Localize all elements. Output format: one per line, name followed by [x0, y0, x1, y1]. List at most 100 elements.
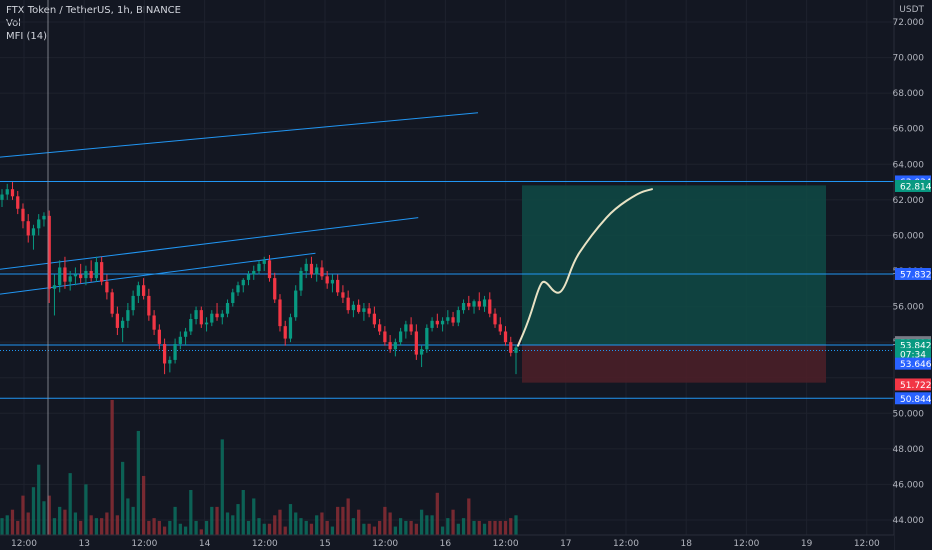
- volume-bar: [267, 523, 272, 535]
- legend-vol[interactable]: Vol: [6, 18, 21, 29]
- volume-bar: [461, 518, 466, 535]
- candle-body: [252, 271, 256, 275]
- volume-bar: [283, 526, 287, 535]
- volume-bars: [0, 400, 518, 535]
- price-label-bg: [895, 267, 931, 280]
- price-label: 51.722: [900, 381, 932, 391]
- volume-bar: [514, 515, 518, 535]
- candle-body: [110, 292, 114, 314]
- candle-body: [482, 299, 487, 307]
- volume-bar: [47, 495, 51, 535]
- candle-body: [121, 320, 125, 328]
- loss-zone: [522, 344, 826, 383]
- candle-body: [215, 313, 219, 318]
- volume-bar: [121, 461, 125, 535]
- volume-bar: [419, 509, 424, 535]
- candle-body: [435, 320, 439, 325]
- candle-body: [278, 299, 282, 327]
- legend-symbol[interactable]: FTX Token / TetherUS, 1h, BINANCE: [6, 5, 181, 16]
- volume-bar: [178, 523, 182, 535]
- volume-bar: [147, 520, 151, 535]
- candle-body: [204, 322, 209, 325]
- volume-bar: [73, 512, 78, 535]
- projection-curve: [517, 188, 653, 347]
- time-tick-label: 18: [680, 539, 692, 549]
- time-tick-label: 12:00: [252, 539, 278, 549]
- volume-bar: [225, 512, 230, 535]
- candle-body: [257, 263, 261, 271]
- candle-body: [21, 208, 25, 222]
- price-label: 57.832: [900, 270, 932, 280]
- trend-line: [0, 112, 479, 158]
- volume-bar: [477, 520, 481, 535]
- candle-body: [246, 274, 251, 280]
- volume-bar: [388, 512, 392, 535]
- price-tick-label: 68.000: [893, 89, 925, 99]
- volume-bar: [336, 506, 340, 535]
- candle-body: [47, 215, 51, 289]
- candle-body: [414, 331, 418, 355]
- candles: [0, 182, 518, 375]
- candle-body: [393, 342, 397, 350]
- time-tick-label: 12:00: [733, 539, 759, 549]
- time-tick-label: 15: [319, 539, 330, 549]
- volume-bar: [430, 515, 434, 535]
- volume-bar: [100, 518, 104, 535]
- volume-bar: [84, 484, 88, 535]
- candle-body: [73, 274, 78, 277]
- candle-body: [409, 324, 413, 332]
- volume-bar: [31, 487, 36, 535]
- volume-bar: [351, 518, 356, 535]
- time-axis: 12:00 13 12:00 14 12:00 15 12:00 16 12:00 17 12:00…: [0, 534, 894, 550]
- candle-body: [267, 260, 272, 279]
- candle-body: [325, 276, 329, 284]
- volume-bar: [425, 515, 429, 535]
- candle-body: [10, 189, 15, 197]
- candle-body: [231, 292, 235, 304]
- volume-bar: [362, 523, 366, 535]
- price-label-bg: [895, 179, 931, 192]
- time-tick-label: 14: [199, 539, 211, 549]
- volume-bar: [220, 439, 224, 535]
- candle-body: [362, 308, 366, 312]
- candle-body: [273, 278, 277, 300]
- volume-bar: [257, 518, 261, 535]
- volume-bar: [509, 518, 513, 535]
- candle-body: [42, 215, 46, 220]
- volume-bar: [309, 523, 314, 535]
- candle-body: [199, 310, 203, 325]
- candle-body: [37, 219, 41, 229]
- candle-body: [16, 196, 20, 209]
- candle-body: [262, 260, 266, 264]
- candle-body: [162, 343, 167, 364]
- time-axis-background: [0, 535, 894, 550]
- volume-bar: [0, 518, 4, 535]
- currency-label: USDT: [899, 5, 924, 15]
- volume-bar: [94, 518, 99, 535]
- volume-bar: [451, 509, 455, 535]
- volume-bar: [372, 526, 377, 535]
- volume-bar: [357, 509, 361, 535]
- price-tick-label: 66.000: [893, 125, 925, 135]
- volume-bar: [58, 506, 62, 535]
- candle-body: [89, 271, 93, 279]
- legend-mfi[interactable]: MFI (14): [6, 31, 48, 42]
- profit-zone: [522, 185, 826, 345]
- candle-body: [241, 279, 245, 286]
- candle-body: [31, 228, 36, 236]
- volume-bar: [236, 504, 240, 535]
- volume-bar: [173, 506, 177, 535]
- candle-body: [68, 276, 72, 282]
- volume-bar: [325, 520, 329, 535]
- volume-bar: [341, 506, 345, 535]
- candle-body: [493, 313, 497, 325]
- volume-bar: [63, 509, 67, 535]
- candle-body: [304, 263, 308, 271]
- trend-line: [0, 217, 419, 270]
- volume-bar: [467, 498, 471, 535]
- price-tick-label: 60.000: [893, 231, 925, 241]
- volume-bar: [189, 490, 193, 535]
- time-tick-label: 13: [78, 539, 89, 549]
- price-tick-label: 50.000: [893, 409, 925, 419]
